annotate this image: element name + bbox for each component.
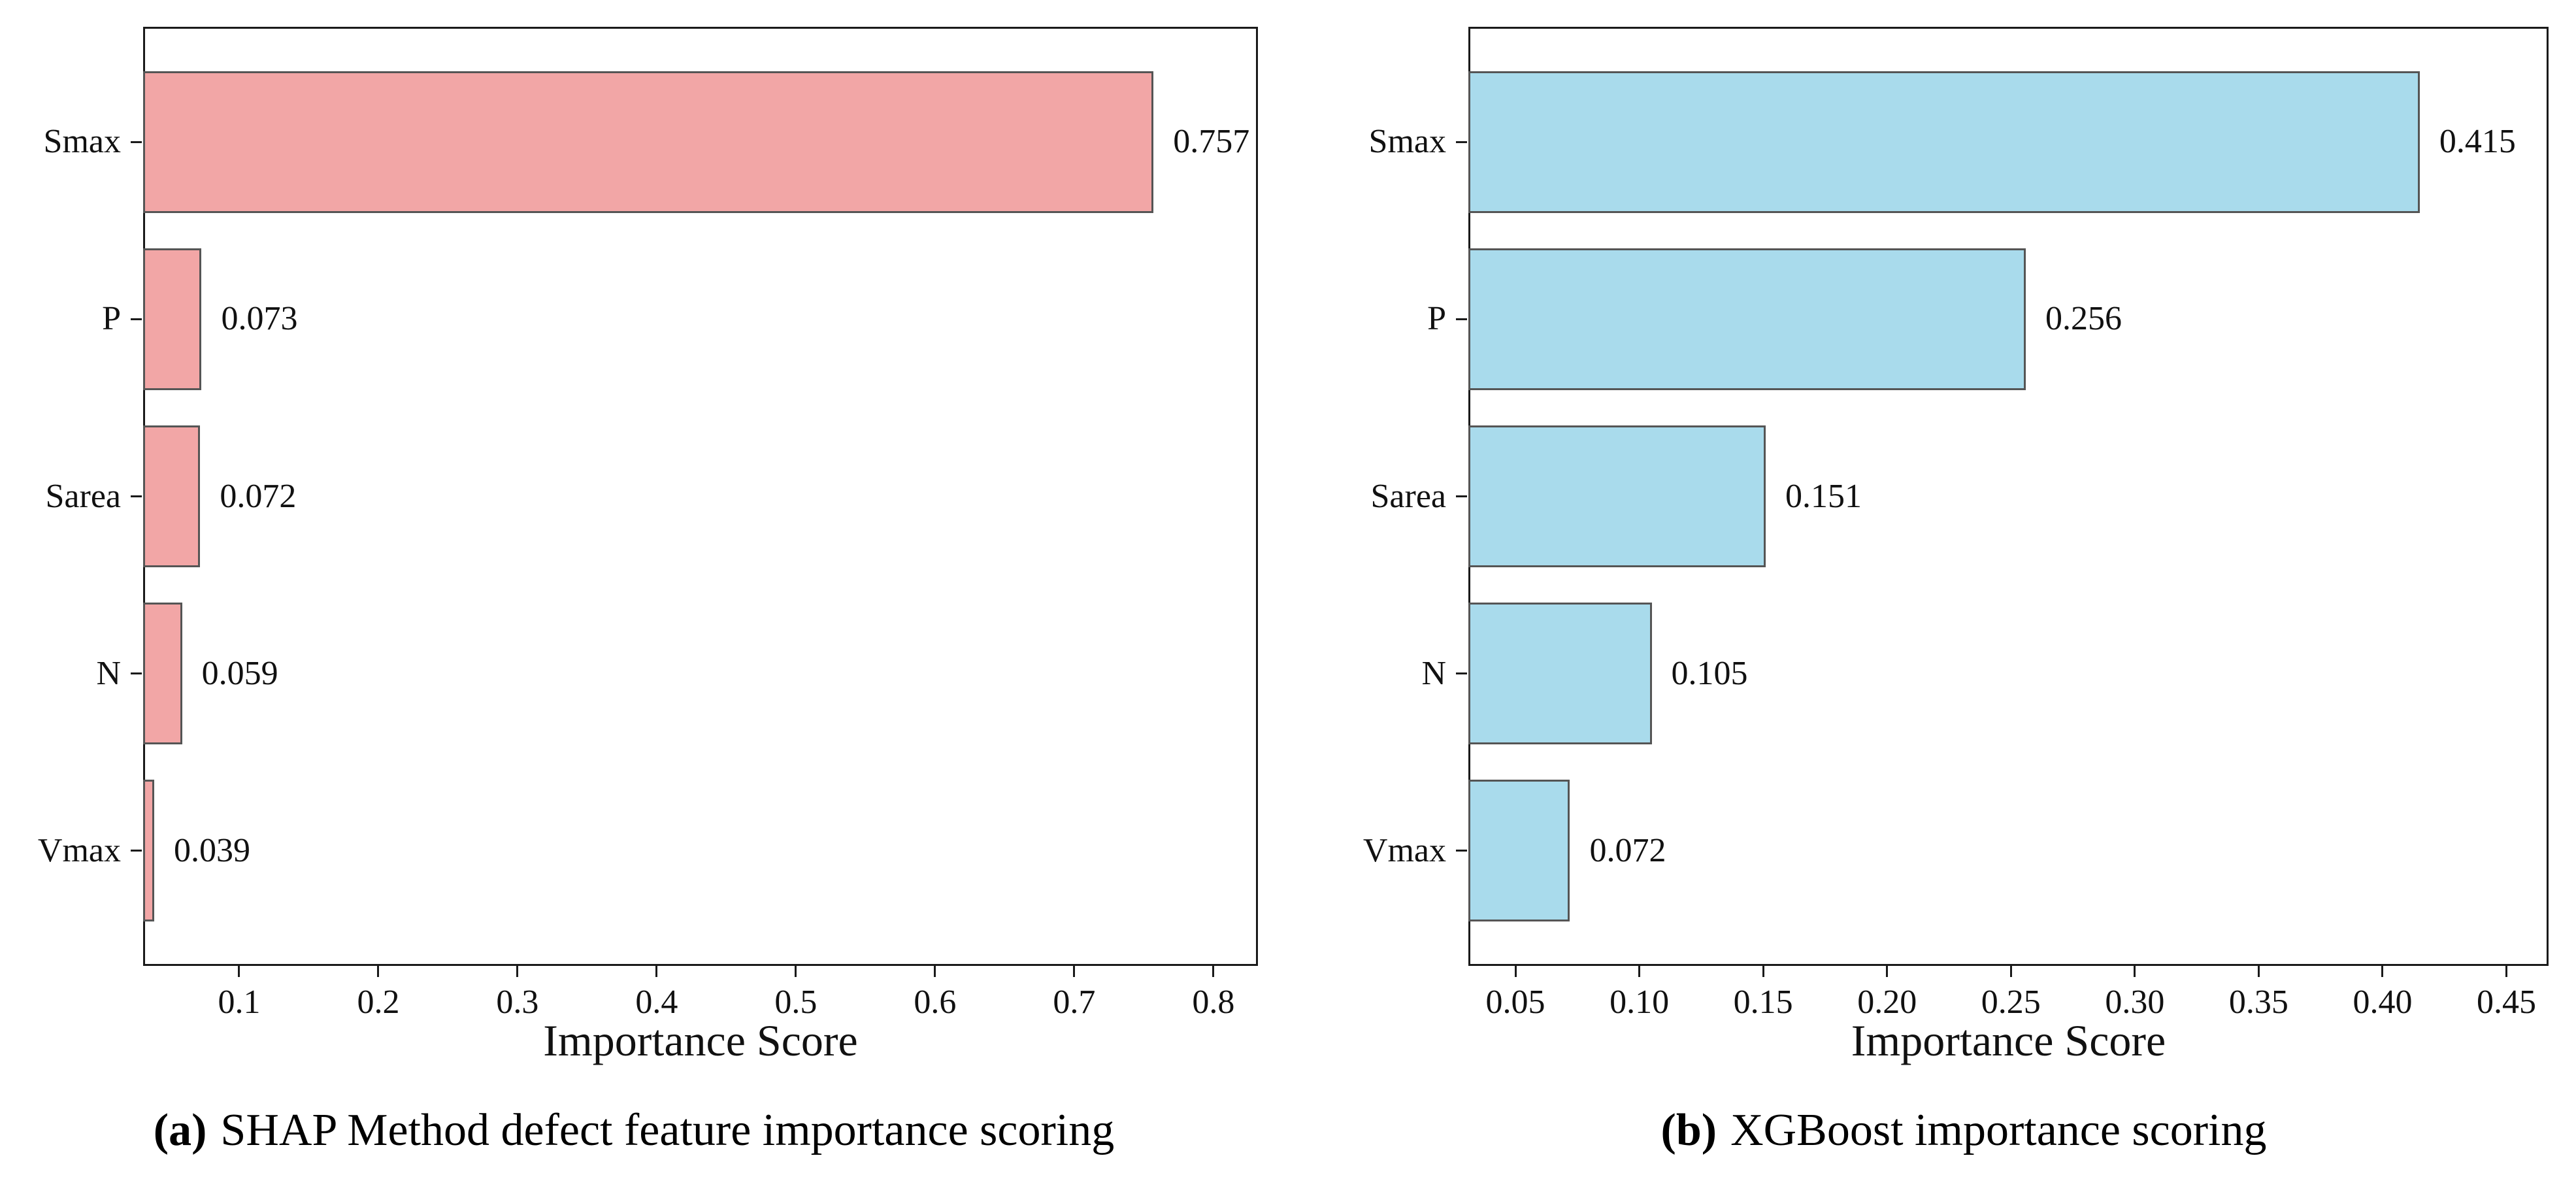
chart-b-plot-area: Smax 0.415 P 0.256 Sarea 0.151 N 0.105 Vmax 0.072… [1363, 27, 2549, 1020]
chart-b-caption-text: XGBoost importance scoring [1730, 1105, 2267, 1155]
bar-smax [143, 71, 1154, 213]
y-tick-mark [131, 318, 142, 320]
category-label-p: P [102, 300, 121, 338]
chart-b-caption: (b) XGBoost importance scoring [1366, 1104, 2562, 1157]
chart-b-xgboost: Smax 0.415 P 0.256 Sarea 0.151 N 0.105 Vmax 0.072… [1363, 0, 2562, 1177]
y-tick-mark [131, 141, 142, 143]
category-label-smax: Smax [43, 123, 121, 161]
x-tick-label: 0.30 [2105, 984, 2165, 1021]
bar-n [143, 603, 182, 745]
value-label-smax: 0.415 [2439, 123, 2516, 161]
chart-a-shap: Smax 0.757 P 0.073 Sarea 0.072 N 0.059 Vmax 0.039… [0, 0, 1268, 1177]
x-tick-mark [655, 966, 658, 977]
x-tick-label: 0.5 [774, 984, 817, 1021]
chart-a-caption: (a) SHAP Method defect feature importance… [0, 1104, 1268, 1157]
value-label-n: 0.105 [1671, 654, 1748, 692]
x-tick-mark [1886, 966, 1889, 977]
x-tick-mark [2257, 966, 2260, 977]
bar-p [1468, 248, 2026, 390]
x-tick-mark [1762, 966, 1764, 977]
x-tick-mark [377, 966, 380, 977]
category-label-sarea: Sarea [45, 477, 121, 515]
x-tick-label: 0.2 [357, 984, 400, 1021]
category-label-p: P [1427, 300, 1446, 338]
bar-vmax [1468, 780, 1570, 922]
x-tick-mark [2009, 966, 2012, 977]
x-tick-mark [2134, 966, 2136, 977]
value-label-sarea: 0.072 [220, 477, 297, 515]
x-tick-label: 0.25 [1981, 984, 2041, 1021]
x-tick-mark [516, 966, 519, 977]
value-label-p: 0.073 [221, 300, 298, 338]
value-label-vmax: 0.039 [174, 831, 251, 869]
bar-sarea [143, 425, 201, 567]
x-tick-mark [1073, 966, 1076, 977]
category-label-vmax: Vmax [37, 831, 121, 869]
x-tick-mark [238, 966, 240, 977]
x-tick-label: 0.45 [2477, 984, 2537, 1021]
chart-a-caption-label: (a) [153, 1105, 207, 1155]
chart-b-caption-label: (b) [1660, 1105, 1717, 1155]
chart-b-xaxis-title: Importance Score [1851, 1016, 2166, 1065]
y-tick-mark [1456, 141, 1467, 143]
x-tick-label: 0.10 [1610, 984, 1670, 1021]
value-label-smax: 0.757 [1173, 123, 1250, 161]
x-tick-mark [934, 966, 936, 977]
y-tick-mark [1456, 318, 1467, 320]
bar-p [143, 248, 202, 390]
x-tick-label: 0.3 [496, 984, 539, 1021]
category-label-smax: Smax [1368, 123, 1446, 161]
bar-sarea [1468, 425, 1766, 567]
x-tick-label: 0.6 [914, 984, 957, 1021]
value-label-vmax: 0.072 [1589, 831, 1666, 869]
x-tick-label: 0.7 [1053, 984, 1096, 1021]
chart-a-caption-text: SHAP Method defect feature importance sc… [220, 1105, 1115, 1155]
y-tick-mark [1456, 495, 1467, 497]
x-tick-label: 0.05 [1485, 984, 1545, 1021]
x-tick-label: 0.40 [2353, 984, 2413, 1021]
category-label-n: N [96, 654, 121, 692]
y-tick-mark [1456, 850, 1467, 852]
bar-vmax [143, 780, 155, 922]
x-tick-label: 0.1 [218, 984, 261, 1021]
x-tick-label: 0.20 [1857, 984, 1917, 1021]
y-tick-mark [131, 495, 142, 497]
y-tick-mark [131, 850, 142, 852]
x-tick-mark [795, 966, 797, 977]
x-tick-mark [2381, 966, 2384, 977]
category-label-vmax: Vmax [1362, 831, 1446, 869]
x-tick-label: 0.15 [1733, 984, 1793, 1021]
bar-smax [1468, 71, 2420, 213]
value-label-p: 0.256 [2045, 300, 2122, 338]
x-tick-mark [1212, 966, 1215, 977]
x-tick-mark [1514, 966, 1517, 977]
category-label-sarea: Sarea [1370, 477, 1446, 515]
x-tick-mark [2505, 966, 2508, 977]
chart-a-xaxis-title: Importance Score [543, 1016, 858, 1065]
x-tick-label: 0.4 [635, 984, 678, 1021]
y-tick-mark [1456, 672, 1467, 675]
value-label-n: 0.059 [201, 654, 278, 692]
y-tick-mark [131, 672, 142, 675]
category-label-n: N [1421, 654, 1446, 692]
x-tick-label: 0.35 [2228, 984, 2288, 1021]
bar-n [1468, 603, 1652, 745]
x-tick-label: 0.8 [1192, 984, 1235, 1021]
chart-a-plot-area: Smax 0.757 P 0.073 Sarea 0.072 N 0.059 Vmax 0.039… [38, 27, 1258, 1020]
x-tick-mark [1638, 966, 1641, 977]
value-label-sarea: 0.151 [1785, 477, 1862, 515]
